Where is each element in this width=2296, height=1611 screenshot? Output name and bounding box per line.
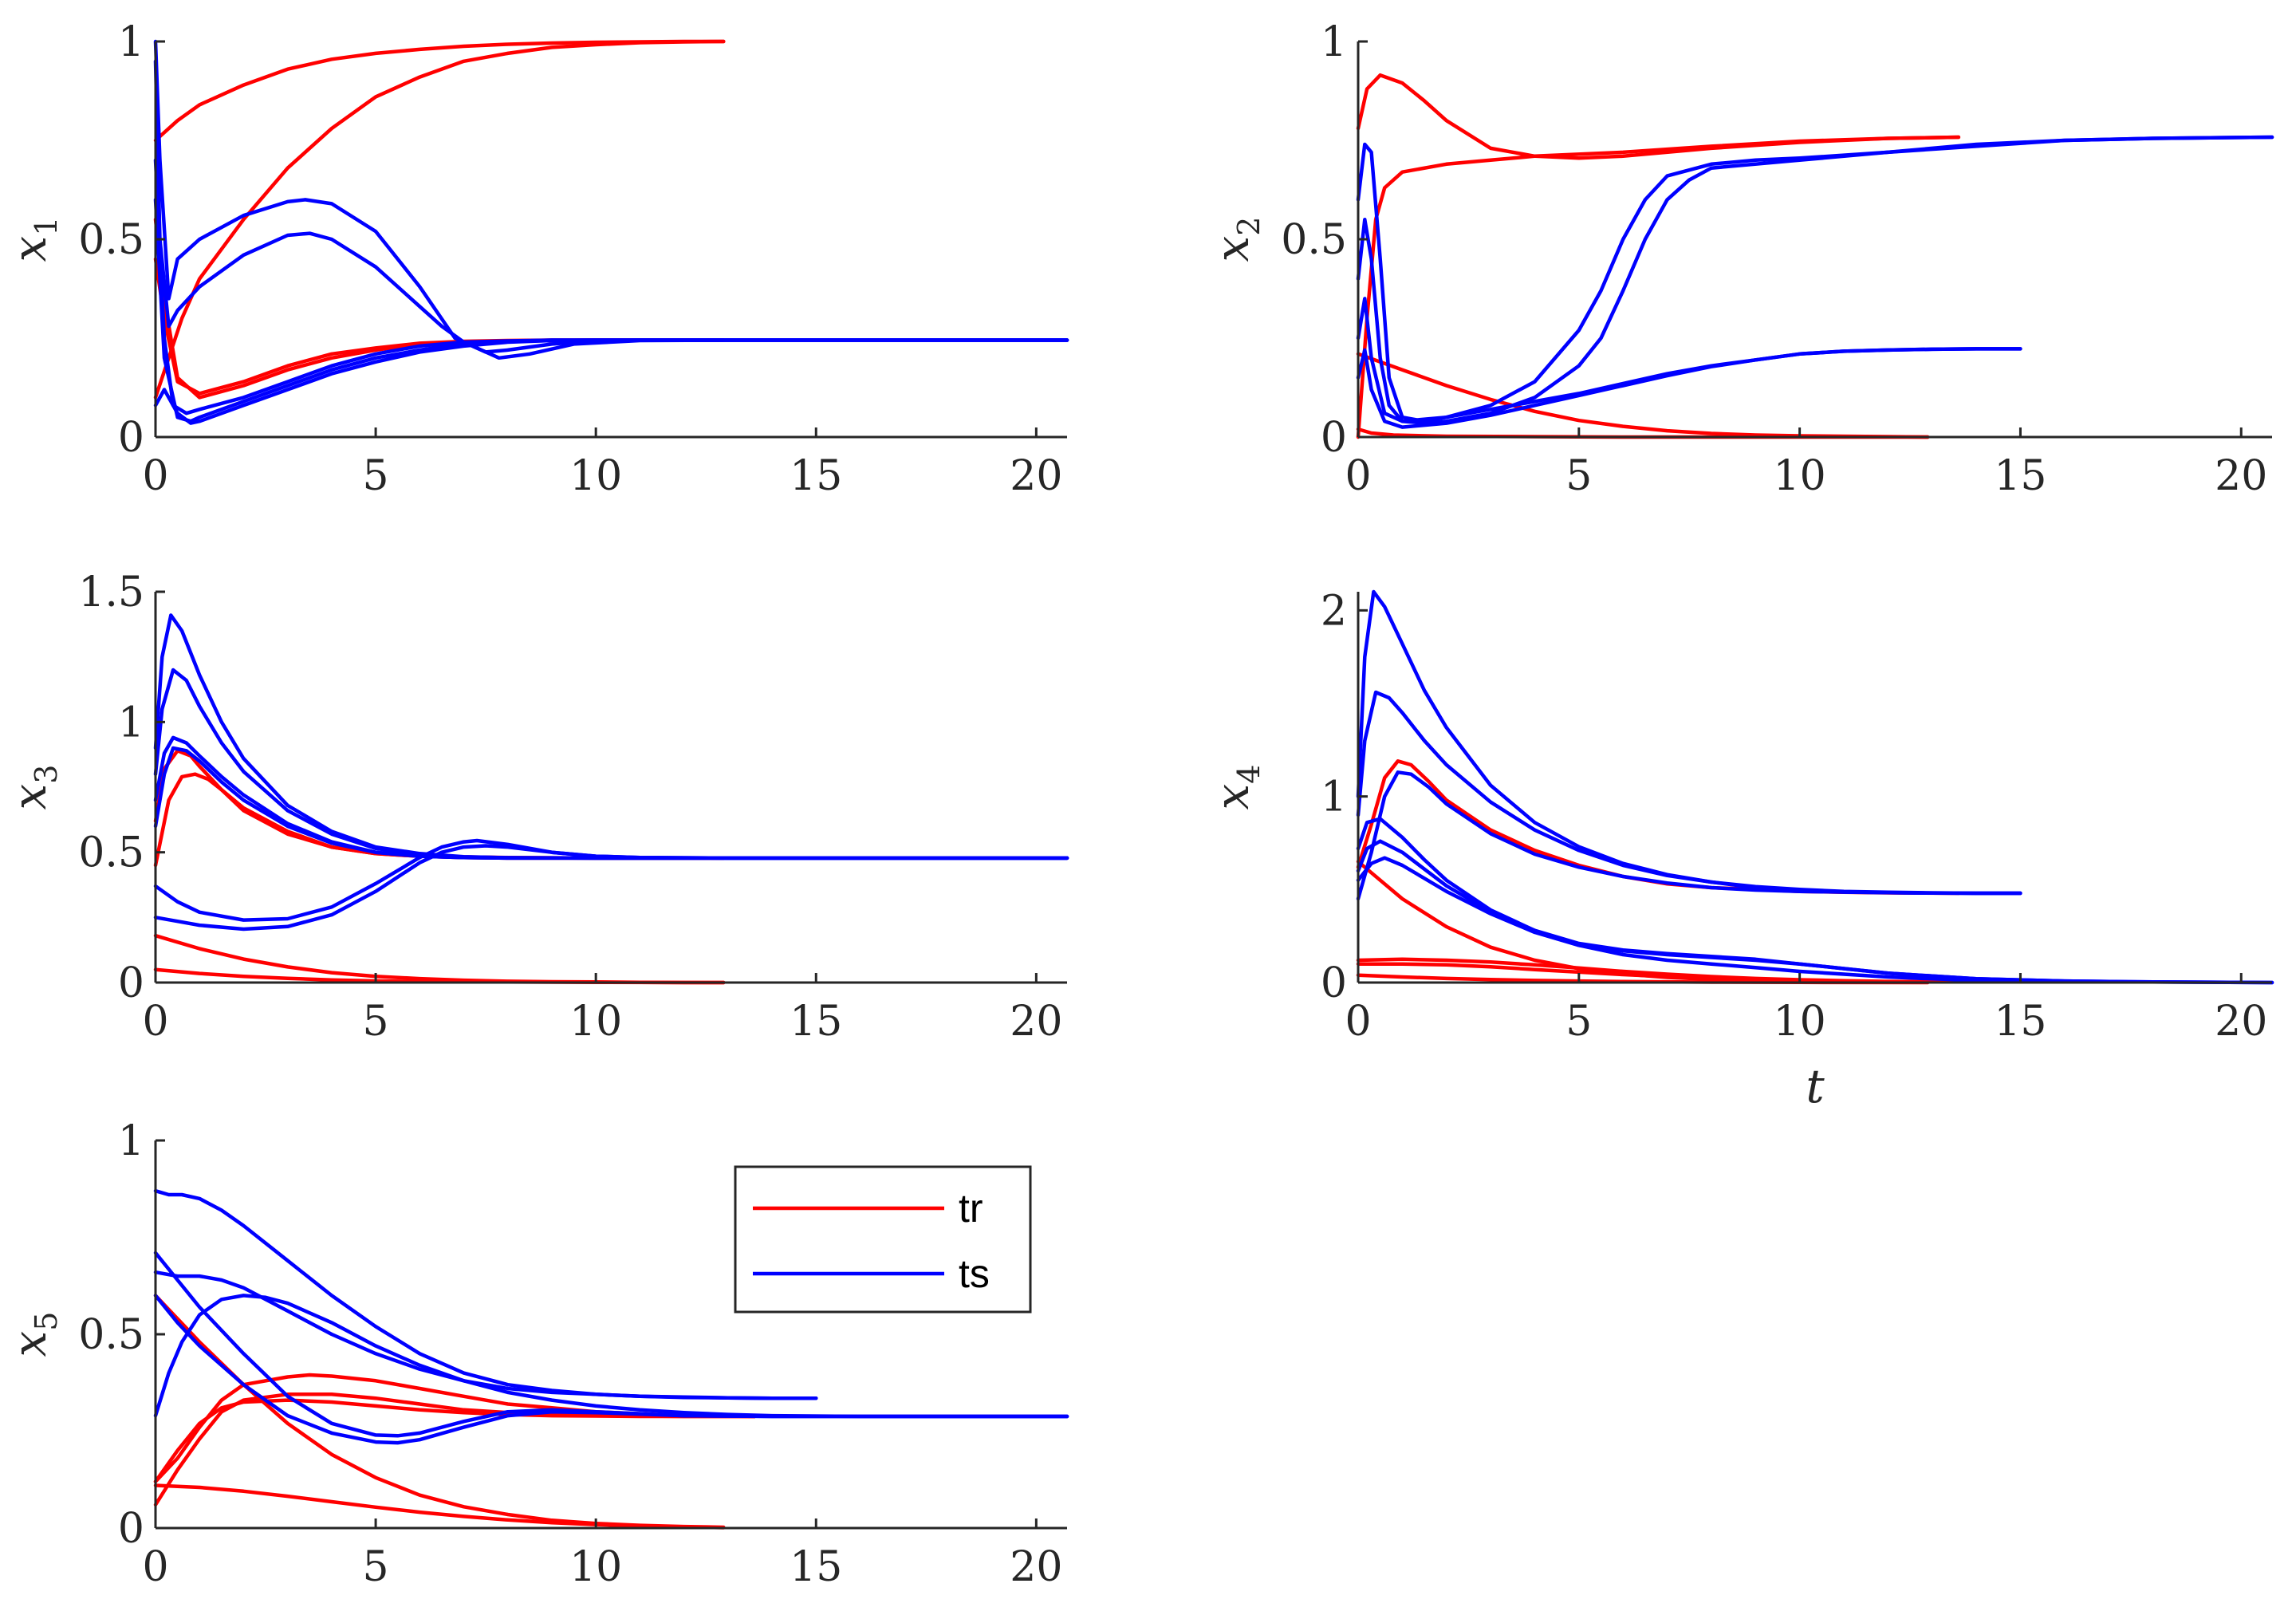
x5-x-tick-label: 15 [790, 1543, 842, 1591]
panel-x1: 0 5 10 15 20 0 0.5 1 x1 [2, 18, 1069, 500]
x5-x-tick-label: 0 [142, 1543, 168, 1591]
x3-series-ts-8 [153, 746, 1069, 861]
x5-y-tick-label: 0 [118, 1505, 144, 1553]
x3-series-tr-4 [153, 967, 726, 985]
x4-y-tick-label: 0 [1321, 959, 1347, 1007]
x1-series-ts-6 [153, 59, 1069, 360]
x1-y-tick-label: 1 [118, 18, 144, 66]
x1-series-ts-7 [153, 158, 1069, 416]
x5-series-tr-3 [153, 1398, 757, 1483]
x4-y-tick-label: 2 [1321, 587, 1347, 635]
x2-x-tick-label: 20 [2215, 452, 2267, 500]
x4-series-ts-11 [1356, 856, 2274, 985]
legend-box [734, 1165, 1032, 1314]
x3-series-ts-7 [153, 735, 1069, 861]
x4-x-tick-label: 20 [2215, 998, 2267, 1046]
x3-x-tick-label: 20 [1010, 998, 1062, 1046]
panel-x5: 0 5 10 15 20 0 0.5 1 x5 tr ts [2, 1117, 1069, 1591]
x1-x-tick-label: 5 [363, 452, 389, 500]
x3-y-tick-label: 1 [118, 699, 144, 746]
x3-series-ts-10 [153, 844, 1069, 932]
x4-x-axis-label: t [1806, 1059, 1825, 1113]
x2-series-ts-8 [1356, 347, 2022, 429]
x3-y-tick-label: 0.5 [78, 829, 144, 877]
x1-series-ts-9 [153, 338, 1069, 425]
x5-x-tick-label: 20 [1010, 1543, 1062, 1591]
x4-x-tick-label: 5 [1565, 998, 1592, 1046]
x1-x-tick-label: 0 [142, 452, 168, 500]
x3-y-tick-label: 0 [118, 959, 144, 1007]
x1-x-tick-label: 15 [790, 452, 842, 500]
x2-series-tr-1 [1356, 73, 1961, 160]
x2-x-tick-label: 15 [1994, 452, 2046, 500]
x5-x-tick-label: 5 [363, 1543, 389, 1591]
x2-y-axis-label: x2 [1205, 217, 1266, 262]
x4-series-ts-9 [1356, 817, 2022, 983]
legend: tr ts [734, 1165, 1032, 1314]
x3-x-tick-label: 5 [363, 998, 389, 1046]
x5-x-tick-label: 10 [569, 1543, 622, 1591]
x3-x-tick-label: 15 [790, 998, 842, 1046]
x1-x-tick-label: 10 [569, 452, 622, 500]
x1-series-tr-1 [153, 39, 726, 143]
legend-label-ts: ts [959, 1251, 990, 1296]
x4-series-ts-8 [1356, 770, 2022, 901]
x4-x-tick-label: 0 [1345, 998, 1371, 1046]
x4-x-tick-label: 10 [1774, 998, 1826, 1046]
x4-series-ts-7 [1356, 690, 2022, 896]
legend-label-tr: tr [959, 1186, 983, 1231]
x5-series-ts-7 [153, 1270, 818, 1400]
x4-y-tick-label: 1 [1321, 774, 1347, 821]
x2-y-tick-label: 0.5 [1281, 216, 1347, 264]
x3-y-tick-label: 1.5 [78, 569, 144, 616]
x3-y-axis-label: x3 [2, 765, 64, 810]
x5-y-tick-label: 1 [118, 1117, 144, 1165]
x5-series-tr-5 [153, 1483, 726, 1530]
x1-series-ts-5 [153, 39, 1069, 354]
x1-y-axis-label: x1 [2, 217, 64, 262]
x1-y-tick-label: 0 [118, 414, 144, 462]
x3-series-ts-5 [153, 613, 1069, 861]
panel-x3: 0 5 10 15 20 0 0.5 1 1.5 x3 [2, 569, 1069, 1046]
x2-x-tick-label: 0 [1345, 452, 1371, 500]
x2-x-tick-label: 10 [1774, 452, 1826, 500]
x4-series-ts-6 [1356, 589, 2022, 896]
x2-series-ts-6 [1356, 135, 2274, 425]
panel-x2: 0 5 10 15 20 0 0.5 1 x2 [1205, 18, 2274, 500]
panel-x4: 0 5 10 15 20 0 1 2 x4 t [1205, 587, 2274, 1113]
x3-series-ts-9 [153, 838, 1069, 922]
x3-x-tick-label: 10 [569, 998, 622, 1046]
x2-series-tr-2 [1356, 135, 1961, 439]
x2-series-ts-5 [1356, 135, 2274, 423]
x2-y-tick-label: 1 [1321, 18, 1347, 66]
x5-series-ts-10 [153, 1294, 1069, 1445]
x5-y-axis-label: x5 [2, 1312, 64, 1357]
x3-x-tick-label: 0 [142, 998, 168, 1046]
x4-x-tick-label: 15 [1994, 998, 2046, 1046]
x2-series-ts-7 [1356, 297, 2022, 423]
x1-series-tr-3 [153, 217, 726, 400]
x2-x-tick-label: 5 [1565, 452, 1592, 500]
x2-y-tick-label: 0 [1321, 414, 1347, 462]
x5-y-tick-label: 0.5 [78, 1311, 144, 1359]
x1-y-tick-label: 0.5 [78, 216, 144, 264]
x4-y-axis-label: x4 [1205, 765, 1266, 810]
x1-x-tick-label: 20 [1010, 452, 1062, 500]
